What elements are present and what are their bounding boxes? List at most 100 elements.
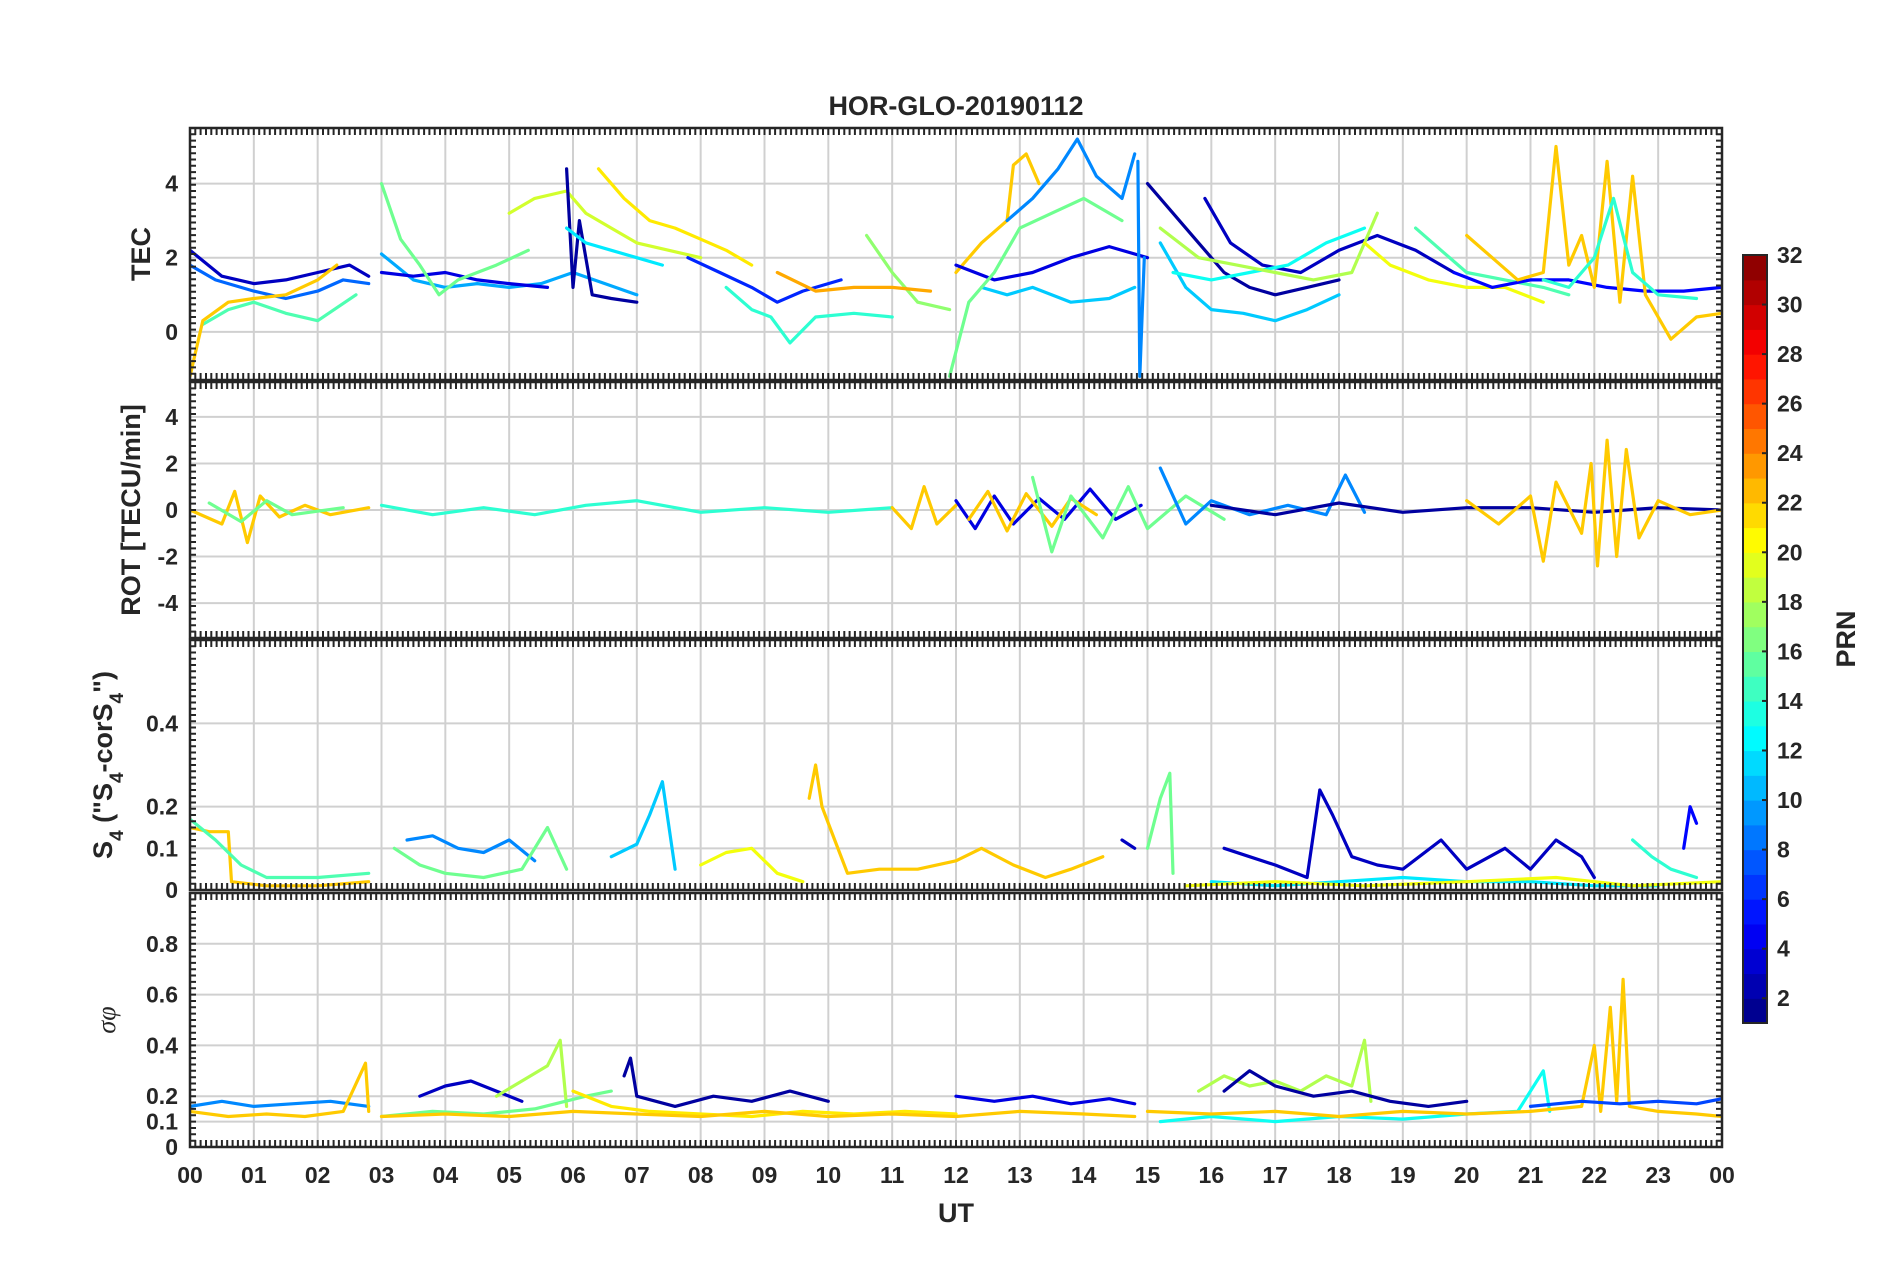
y-tick-label: 0	[165, 319, 178, 345]
colorbar-segment	[1743, 899, 1767, 925]
series-line-prn-3	[1222, 788, 1596, 880]
colorbar-frame	[1742, 254, 1768, 1024]
series-line-prn-4	[379, 270, 550, 289]
series-line-prn-10	[379, 252, 639, 297]
traces-sigma_phi	[190, 977, 1722, 1124]
series-line-prn-3	[418, 1079, 524, 1103]
y-tick-label: 2	[165, 245, 178, 271]
colorbar-segment	[1743, 626, 1767, 652]
series-line-prn-3	[1120, 838, 1137, 850]
x-tick-label: 17	[1262, 1162, 1288, 1188]
series-line-prn-22	[379, 1109, 1137, 1119]
colorbar-segment	[1743, 428, 1767, 454]
series-line-prn-2	[1222, 1069, 1469, 1108]
series-line-prn-14	[1541, 196, 1699, 301]
x-axis-label: UT	[938, 1198, 974, 1228]
colorbar-segment	[1743, 354, 1767, 380]
x-tick-label: 19	[1390, 1162, 1416, 1188]
x-tick-label: 00	[177, 1162, 203, 1188]
colorbar-segment	[1743, 874, 1767, 900]
series-line-prn-22	[1465, 144, 1722, 341]
series-line-prn-20	[699, 846, 805, 884]
colorbar-tick-label: 18	[1777, 589, 1803, 615]
panel-s4: 0 0.1 0.2 0.4 S4 ("S4-corS4")	[88, 638, 1724, 903]
colorbar-tick-label: 30	[1777, 292, 1803, 318]
colorbar-segment	[1743, 973, 1767, 999]
series-line-prn-3	[1203, 196, 1456, 275]
y-tick-label: 4	[165, 404, 178, 430]
series-line-prn-22	[190, 1061, 371, 1119]
series-line-prn-16	[1145, 771, 1175, 875]
colorbar-tick-label: 2	[1777, 985, 1790, 1011]
x-minor-ticks	[189, 893, 1723, 1147]
colorbar-segment	[1743, 676, 1767, 702]
x-axis: 00 01 02 03 04 05 06 07 08 09 10 11 12 13 14 15 16 17 18 19…	[177, 1162, 1735, 1188]
colorbar-tick-label: 14	[1777, 688, 1803, 714]
traces-tec	[190, 137, 1722, 378]
colorbar-segment	[1743, 849, 1767, 875]
series-line-prn-15	[1414, 226, 1571, 297]
series-line-prn-14	[379, 499, 894, 517]
colorbar-segment	[1743, 750, 1767, 776]
y-axis-label: TEC	[126, 227, 156, 281]
series-line-prn-21	[571, 1089, 958, 1119]
colorbar-tick-label: 24	[1777, 440, 1803, 466]
x-tick-label: 08	[688, 1162, 714, 1188]
y-tick-label: -2	[158, 544, 178, 570]
y-tick-label: 0.1	[146, 1109, 178, 1135]
y-tick-label: 2	[165, 450, 178, 476]
y-minor-ticks	[190, 381, 1722, 639]
series-line-prn-22	[954, 152, 1041, 275]
y-tick-label: 0.4	[146, 710, 178, 736]
series-line-prn-16	[392, 825, 569, 880]
colorbar-segment	[1743, 304, 1767, 330]
colorbar-segment	[1743, 577, 1767, 603]
series-line-prn-14	[1631, 838, 1699, 880]
y-tick-label: 4	[165, 171, 178, 197]
colorbar-segment	[1743, 255, 1767, 281]
traces-s4	[190, 763, 1722, 888]
x-tick-label: 14	[1071, 1162, 1097, 1188]
colorbar-segment	[1743, 502, 1767, 529]
panel-sigma_phi: 00.10.2 0.4 0.6 0.8 σφ	[92, 891, 1724, 1160]
series-line-prn-13	[1171, 226, 1367, 282]
colorbar-segment	[1743, 725, 1767, 752]
series-line-prn-22	[890, 485, 958, 531]
series-line-prn-8	[190, 263, 371, 301]
colorbar-tick-label: 4	[1777, 936, 1790, 962]
series-line-prn-16	[379, 182, 530, 297]
y-tick-label: 0	[165, 497, 178, 523]
chart-title: HOR-GLO-20190112	[828, 91, 1083, 121]
series-line-prn-16	[379, 1089, 613, 1119]
colorbar-segment	[1743, 998, 1767, 1024]
x-tick-label: 18	[1326, 1162, 1352, 1188]
x-tick-label: 11	[880, 1162, 905, 1188]
y-minor-ticks	[190, 639, 1722, 891]
y-tick-label: 0.6	[146, 982, 178, 1008]
x-tick-label: 03	[369, 1162, 395, 1188]
y-tick-label: 0	[165, 1134, 178, 1160]
colorbar-tick-label: 28	[1777, 341, 1803, 367]
series-line-prn-18	[1158, 211, 1379, 282]
series-line-prn-14	[724, 285, 894, 345]
x-minor-ticks	[189, 640, 1723, 890]
colorbar-segment	[1743, 775, 1767, 801]
series-line-prn-18	[1197, 1038, 1373, 1103]
series-line-prn-16	[1031, 475, 1226, 554]
series-line-prn-19	[507, 189, 703, 260]
colorbar-segment	[1743, 651, 1767, 677]
x-minor-ticks	[189, 382, 1723, 638]
x-tick-label: 20	[1454, 1162, 1480, 1188]
series-line-prn-4	[954, 1094, 1137, 1106]
colorbar-segment	[1743, 601, 1767, 628]
x-tick-label: 13	[1007, 1162, 1033, 1188]
series-line-prn-7	[1528, 1097, 1722, 1108]
colorbar-segment	[1743, 800, 1767, 826]
y-axis-label: ROT [TECU/min]	[116, 404, 146, 615]
x-tick-label: 00	[1709, 1162, 1735, 1188]
series-line-prn-9	[1005, 137, 1137, 223]
colorbar-segment	[1743, 527, 1767, 553]
series-line-prn-9	[1136, 159, 1146, 378]
series-line-prn-22	[190, 263, 339, 378]
